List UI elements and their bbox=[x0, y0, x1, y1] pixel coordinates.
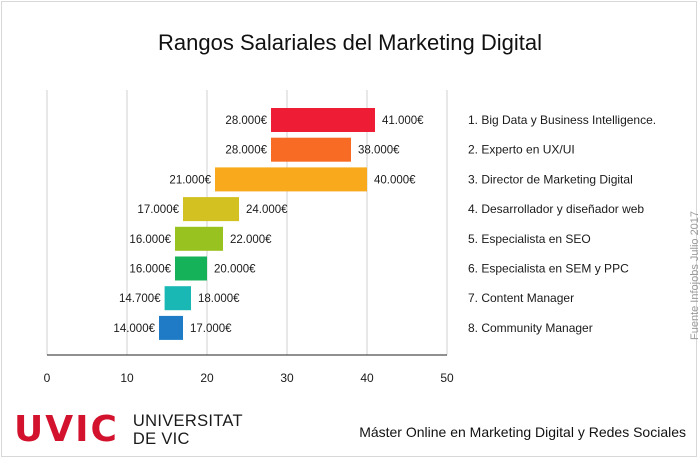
x-tick-label: 50 bbox=[440, 371, 454, 385]
range-bar bbox=[271, 137, 351, 162]
category-label: 7. Content Manager bbox=[468, 291, 574, 305]
min-value-label: 17.000€ bbox=[137, 204, 179, 216]
category-label: 3. Director de Marketing Digital bbox=[468, 172, 633, 186]
min-value-label: 16.000€ bbox=[129, 234, 171, 246]
category-label: 5. Especialista en SEO bbox=[468, 232, 591, 246]
min-value-label: 28.000€ bbox=[225, 145, 267, 157]
min-value-label: 14.000€ bbox=[113, 323, 155, 335]
min-value-label: 16.000€ bbox=[129, 264, 171, 276]
category-label: 1. Big Data y Business Intelligence. bbox=[468, 113, 656, 127]
range-bar bbox=[164, 286, 191, 311]
x-tick-label: 0 bbox=[44, 371, 51, 385]
max-value-label: 22.000€ bbox=[230, 234, 272, 246]
footer-text: Máster Online en Marketing Digital y Red… bbox=[359, 424, 686, 440]
chart-title: Rangos Salariales del Marketing Digital bbox=[158, 30, 542, 55]
logo-mark: UVIC bbox=[14, 409, 119, 450]
range-bar bbox=[271, 108, 375, 132]
range-bar bbox=[183, 197, 239, 222]
max-value-label: 20.000€ bbox=[214, 264, 256, 276]
min-value-label: 21.000€ bbox=[169, 174, 211, 186]
category-label: 2. Experto en UX/UI bbox=[468, 143, 575, 157]
max-value-label: 24.000€ bbox=[246, 204, 288, 216]
logo-wordmark: UNIVERSITAT DE VIC bbox=[133, 412, 243, 448]
x-tick-label: 40 bbox=[360, 371, 374, 385]
min-value-label: 14.700€ bbox=[119, 293, 161, 305]
x-tick-label: 30 bbox=[280, 371, 294, 385]
logo-line-2: DE VIC bbox=[132, 430, 190, 448]
x-tick-label: 20 bbox=[200, 371, 214, 385]
range-bar bbox=[215, 167, 367, 192]
value-labels: 28.000€ 41.000€ 28.000€ 38.000€ 21.000€ 40.00… bbox=[113, 115, 424, 335]
max-value-label: 18.000€ bbox=[198, 293, 240, 305]
range-bar bbox=[175, 256, 207, 281]
max-value-label: 41.000€ bbox=[382, 115, 424, 127]
x-axis: 0 10 20 30 40 50 bbox=[44, 354, 454, 385]
category-label: 4. Desarrollador y diseñador web bbox=[468, 202, 644, 216]
min-value-label: 28.000€ bbox=[225, 115, 267, 127]
max-value-label: 40.000€ bbox=[374, 174, 416, 186]
category-labels: 1. Big Data y Business Intelligence. 2. E… bbox=[468, 113, 656, 335]
max-value-label: 38.000€ bbox=[358, 145, 400, 157]
source-note: Fuente Infojobs Julio 2017 bbox=[689, 210, 700, 340]
bars bbox=[159, 108, 375, 340]
gridlines bbox=[46, 90, 448, 355]
max-value-label: 17.000€ bbox=[190, 323, 232, 335]
x-tick-label: 10 bbox=[120, 371, 134, 385]
range-bar bbox=[159, 315, 183, 340]
logo-line-1: UNIVERSITAT bbox=[132, 412, 243, 430]
category-label: 6. Especialista en SEM y PPC bbox=[468, 262, 629, 276]
category-label: 8. Community Manager bbox=[468, 321, 593, 335]
uvic-logo: UVIC UNIVERSITAT DE VIC bbox=[14, 410, 243, 450]
range-bar bbox=[175, 226, 223, 251]
